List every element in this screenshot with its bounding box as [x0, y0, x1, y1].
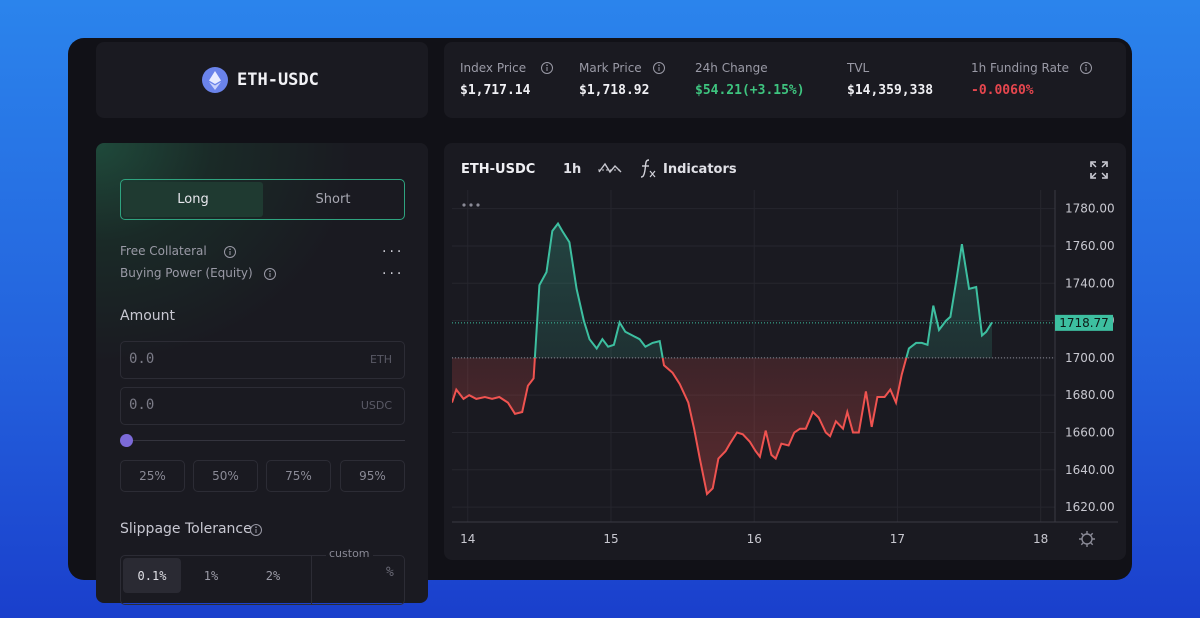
custom-label: custom: [326, 547, 373, 560]
preset-button[interactable]: 25%: [120, 460, 185, 492]
amount-input[interactable]: 0.0 ETH: [120, 341, 405, 379]
stat-value: $54.21(+3.15%): [695, 83, 805, 98]
fx-icon[interactable]: [639, 158, 657, 180]
slippage-option[interactable]: 1%: [203, 568, 219, 583]
input-placeholder: 0.0: [129, 351, 155, 367]
divider: [311, 555, 312, 605]
slider-track: [126, 440, 405, 441]
stat-label: 24h Change: [695, 61, 768, 75]
chart-style-icon[interactable]: [597, 160, 623, 178]
tab-short[interactable]: Short: [315, 192, 351, 207]
info-label: Free Collateral: [120, 244, 207, 258]
x-tick-label: 15: [603, 532, 618, 546]
preset-button[interactable]: 95%: [340, 460, 405, 492]
info-icon: [540, 62, 553, 74]
stat-label: TVL: [847, 61, 870, 75]
slippage-box: custom %: [120, 547, 405, 605]
stat-value: $14,359,338: [847, 83, 934, 98]
slippage-option[interactable]: 2%: [265, 568, 281, 583]
price-chart: 1620.001640.001660.001680.001700.001720.…: [452, 190, 1118, 547]
info-value: ...: [382, 262, 405, 278]
eth-icon: [202, 67, 228, 93]
input-unit: ETH: [370, 353, 392, 366]
amount-label: Amount: [120, 308, 176, 324]
indicators-button[interactable]: Indicators: [663, 162, 737, 177]
stats-panel: Index Price $1,717.14 Mark Price $1,718.92 2…: [444, 42, 1126, 118]
y-tick-label: 1640.00: [1065, 463, 1115, 477]
market-name[interactable]: ETH-USDC: [237, 70, 319, 90]
stat-value: -0.0060%: [971, 83, 1034, 98]
custom-unit: %: [386, 565, 394, 580]
tab-long[interactable]: Long: [123, 182, 263, 217]
stat-label: Mark Price: [579, 61, 642, 75]
x-tick-label: 16: [747, 532, 762, 546]
y-tick-label: 1740.00: [1065, 276, 1115, 290]
input-unit: USDC: [360, 399, 392, 412]
x-tick-label: 14: [460, 532, 475, 546]
info-value: ...: [382, 240, 405, 256]
info-icon: [250, 524, 262, 536]
y-tick-label: 1780.00: [1065, 202, 1115, 216]
preset-button[interactable]: 75%: [266, 460, 331, 492]
x-tick-label: 17: [890, 532, 905, 546]
y-tick-label: 1760.00: [1065, 239, 1115, 253]
price-line-up: [533, 221, 993, 358]
x-tick-label: 18: [1033, 532, 1048, 546]
settings-icon[interactable]: [1079, 531, 1095, 547]
stat-value: $1,718.92: [579, 83, 650, 98]
market-panel: ETH-USDC: [96, 42, 428, 118]
stat-label: Index Price: [460, 61, 527, 75]
slippage-label: Slippage Tolerance: [120, 521, 252, 537]
info-icon: [1079, 62, 1092, 74]
stat-value: $1,717.14: [460, 83, 531, 98]
area-up: [452, 223, 992, 358]
fullscreen-icon[interactable]: [1089, 160, 1109, 180]
chart-symbol: ETH-USDC: [461, 162, 536, 177]
y-tick-label: 1620.00: [1065, 500, 1115, 514]
chart-panel: ETH-USDC 1h Indicators 1620.00 1640.00 166…: [444, 143, 1126, 560]
menu-dot: [462, 203, 466, 207]
trade-panel: Long Short Amount Slippage Tolerance cus…: [96, 143, 428, 605]
last-price-tag: [1055, 314, 1113, 331]
menu-dot: [476, 203, 480, 207]
info-icon: [224, 246, 236, 258]
price-line-down: [452, 357, 908, 497]
last-price-label: 1718.77: [1059, 316, 1109, 330]
input-placeholder: 0.0: [129, 397, 155, 413]
info-icon: [653, 62, 665, 74]
y-tick-label: 1660.00: [1065, 425, 1115, 439]
info-label: Buying Power (Equity): [120, 266, 253, 280]
interval[interactable]: 1h: [563, 162, 582, 177]
slippage-option[interactable]: 0.1%: [123, 558, 181, 593]
y-tick-label: 1700.00: [1065, 351, 1115, 365]
y-tick-label: 1680.00: [1065, 388, 1115, 402]
amount-input[interactable]: 0.0 USDC: [120, 387, 405, 425]
side-toggle: Long Short: [120, 179, 405, 220]
area-down: [452, 357, 907, 494]
info-icon: [263, 268, 276, 280]
preset-button[interactable]: 50%: [193, 460, 258, 492]
stat-label: 1h Funding Rate: [971, 61, 1070, 75]
slider-thumb[interactable]: [120, 434, 133, 447]
menu-dot: [469, 203, 473, 207]
